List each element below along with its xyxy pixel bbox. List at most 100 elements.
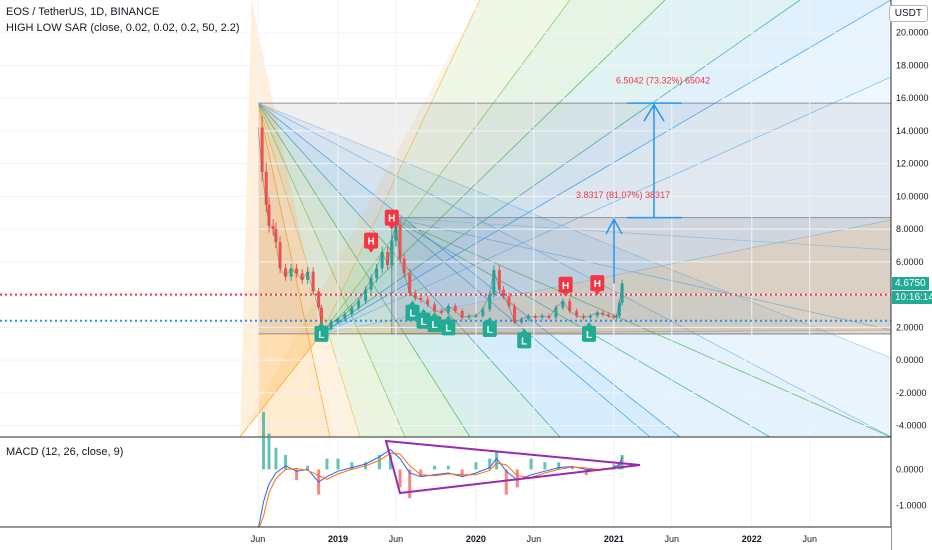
- candle-body: [369, 278, 373, 290]
- gann-fan-line: [321, 0, 571, 335]
- sar-marker-label: L: [409, 309, 415, 320]
- countdown-badge: 10:16:14: [892, 291, 932, 304]
- gann-fan-line: [257, 102, 561, 438]
- gann-fan-line: [257, 102, 471, 438]
- sar-low-marker: L: [427, 312, 442, 333]
- price-tick-label: 16.0000: [896, 93, 929, 103]
- sar-legend[interactable]: HIGH LOW SAR (close, 0.02, 0.02, 0.2, 50…: [6, 22, 240, 34]
- gann-fan-sector: [258, 103, 891, 437]
- candle-body: [329, 322, 333, 329]
- candle-body: [398, 224, 402, 259]
- macd-histogram-bar: [446, 465, 450, 470]
- sar-marker-label: L: [487, 325, 493, 336]
- macd-histogram-bar: [570, 467, 574, 470]
- gann-fan-sector: [321, 220, 892, 334]
- candle-body: [380, 252, 384, 269]
- time-tick-label: 2021: [604, 534, 624, 544]
- sar-low-marker: L: [405, 300, 420, 321]
- macd-histogram-bar: [408, 469, 412, 499]
- sar-low-marker: L: [582, 321, 597, 342]
- price-tick-label: 2.0000: [896, 322, 924, 332]
- candle-body: [278, 242, 282, 269]
- candle-body: [606, 314, 610, 316]
- macd-histogram-bar: [274, 447, 278, 470]
- price-tick-label: 0.0000: [896, 355, 924, 365]
- macd-histogram-bar: [419, 469, 423, 477]
- candle-body: [439, 310, 443, 313]
- gann-fan-line: [257, 102, 681, 438]
- gann-fan-line: [257, 102, 892, 359]
- macd-histogram-bar: [306, 465, 310, 470]
- price-tick-label: 20.0000: [896, 28, 929, 38]
- time-axis-bg: [0, 527, 891, 550]
- macd-histogram-bar: [262, 411, 266, 470]
- time-tick-label: 2022: [742, 534, 762, 544]
- time-tick-label: 2020: [466, 534, 486, 544]
- candle-body: [497, 270, 501, 290]
- macd-histogram-bar: [504, 469, 508, 495]
- candle-body: [502, 289, 506, 297]
- currency-button[interactable]: USDT: [888, 5, 928, 22]
- sar-marker-label: L: [318, 330, 324, 341]
- candle-body: [264, 171, 268, 205]
- price-tick-label: -4.0000: [896, 421, 927, 431]
- macd-tick-label: 0.0000: [896, 464, 924, 474]
- candle-body: [588, 315, 592, 318]
- gann-fan-line: [321, 329, 892, 335]
- candle-body: [260, 127, 264, 172]
- candle-body: [446, 306, 450, 313]
- candle-body: [390, 240, 394, 266]
- time-tick-label: Jun: [389, 534, 404, 544]
- candle-body: [612, 315, 616, 318]
- time-tick-label: 2019: [328, 534, 348, 544]
- candle-body: [419, 297, 423, 300]
- sar-high-marker: H: [384, 209, 399, 230]
- macd-histogram-bar: [350, 462, 354, 470]
- candle-body: [519, 319, 523, 323]
- price-tick-label: 6.0000: [896, 257, 924, 267]
- sar-high-marker: H: [364, 232, 379, 253]
- candle-body: [317, 291, 321, 308]
- sar-high-marker: H: [590, 275, 605, 296]
- gann-fan-line: [321, 76, 892, 335]
- time-tick-label: Jun: [802, 534, 817, 544]
- candle-body: [295, 268, 299, 274]
- sar-marker-label: L: [521, 336, 527, 347]
- time-tick-label: Jun: [527, 534, 542, 544]
- candle-body: [513, 306, 517, 323]
- price-tick-label: 10.0000: [896, 191, 929, 201]
- symbol-legend[interactable]: EOS / TetherUS, 1D, BINANCE: [6, 6, 160, 18]
- sar-marker-label: L: [431, 320, 437, 331]
- range-box-inner: [391, 217, 892, 335]
- macd-histogram-bar: [267, 433, 271, 470]
- candle-body: [271, 225, 275, 230]
- candle-body: [460, 310, 464, 318]
- macd-histogram-bar: [557, 462, 561, 470]
- macd-histogram-bar: [398, 469, 402, 488]
- candle-body: [595, 312, 599, 316]
- price-tick-label: 14.0000: [896, 126, 929, 136]
- candle-body: [311, 271, 315, 292]
- price-tick-label: 8.0000: [896, 224, 924, 234]
- candle-body: [540, 315, 544, 318]
- candle-body: [336, 319, 340, 323]
- sar-low-marker: L: [517, 328, 532, 349]
- candle-body: [615, 315, 619, 318]
- gann-fan-line: [257, 102, 892, 438]
- macd-histogram-bar: [295, 469, 299, 481]
- gann-fan-line: [391, 217, 892, 331]
- candle-body: [554, 307, 558, 318]
- candle-body: [533, 315, 537, 318]
- candle-body: [488, 294, 492, 310]
- candle-body: [433, 304, 437, 311]
- macd-legend[interactable]: MACD (12, 26, close, 9): [6, 446, 124, 458]
- gann-fan-line: [239, 333, 322, 438]
- candle-body: [357, 301, 361, 308]
- candle-body: [575, 310, 579, 316]
- candle-body: [343, 314, 347, 320]
- last-price-badge: 4.6750: [892, 277, 929, 290]
- candle-body: [617, 302, 621, 316]
- candle-body: [481, 309, 485, 316]
- candle-body: [453, 306, 457, 311]
